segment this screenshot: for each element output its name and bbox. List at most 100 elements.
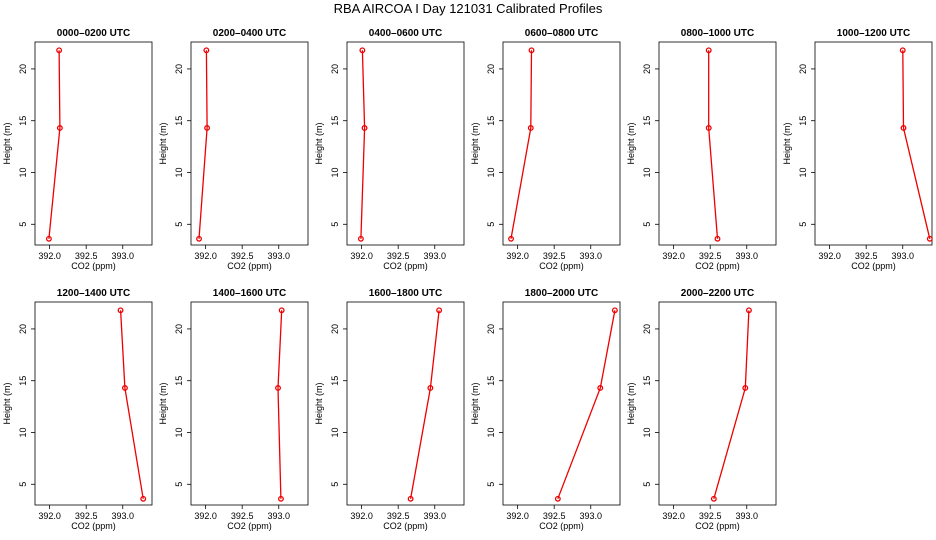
y-tick-label: 15 (798, 116, 808, 126)
chart-title: 1000–1200 UTC (837, 28, 910, 39)
chart-panel: 0600–0800 UTC 392.0 392.5 393.0 5 10 15 20 CO2 (… (470, 28, 621, 271)
y-tick-label: 20 (798, 64, 808, 74)
plot-frame (190, 301, 309, 506)
data-point (204, 125, 211, 131)
x-tick-label: 392.0 (350, 511, 373, 521)
y-tick-label: 10 (330, 167, 340, 177)
data-point (528, 47, 535, 54)
data-point (745, 307, 752, 314)
x-tick-label: 392.5 (75, 511, 98, 521)
data-point (926, 235, 933, 242)
data-point (121, 385, 128, 391)
x-tick-label: 392.5 (699, 511, 722, 521)
series-line (708, 50, 719, 239)
y-tick-label: 5 (486, 482, 496, 487)
x-axis-label: CO2 (ppm) (695, 521, 740, 531)
x-tick-label: 392.0 (350, 251, 373, 261)
chart-panel: 1400–1600 UTC 392.0 392.5 393.0 5 10 15 20 CO2 (… (158, 288, 309, 531)
y-tick-label: 10 (18, 167, 28, 177)
chart-title: 0400–0600 UTC (369, 28, 442, 39)
chart-panel: 0200–0400 UTC 392.0 392.5 393.0 5 10 15 20 CO2 (… (158, 28, 309, 271)
chart-title: 1600–1800 UTC (369, 288, 442, 299)
chart-title: 0000–0200 UTC (57, 28, 130, 39)
data-point (359, 47, 366, 54)
data-point (527, 125, 534, 131)
y-axis-label: Height (m) (314, 122, 324, 164)
y-tick-label: 10 (486, 427, 496, 437)
y-tick-label: 5 (174, 482, 184, 487)
chart-panel: 1200–1400 UTC 392.0 392.5 393.0 5 10 15 20 CO2 (… (2, 288, 153, 531)
data-point (117, 307, 124, 314)
x-axis-label: CO2 (ppm) (539, 521, 584, 531)
data-point (900, 125, 907, 131)
y-tick-label: 10 (642, 167, 652, 177)
x-tick-label: 392.5 (387, 511, 410, 521)
chart-title: 1800–2000 UTC (525, 288, 598, 299)
y-tick-label: 5 (330, 482, 340, 487)
plot-frame (346, 41, 465, 246)
y-tick-label: 10 (18, 427, 28, 437)
x-axis-label: CO2 (ppm) (227, 521, 272, 531)
data-point (357, 235, 364, 242)
chart-panel: 1600–1800 UTC 392.0 392.5 393.0 5 10 15 20 CO2 (… (314, 288, 465, 531)
data-point (196, 235, 202, 242)
chart-title: 0600–0800 UTC (525, 28, 598, 39)
plot-frame (34, 301, 153, 506)
y-tick-label: 20 (18, 324, 28, 334)
page-title: RBA AIRCOA I Day 121031 Calibrated Profi… (333, 1, 603, 16)
x-axis-label: CO2 (ppm) (851, 261, 896, 271)
y-axis-label: Height (m) (626, 122, 636, 164)
chart-title: 1400–1600 UTC (213, 288, 286, 299)
data-point (714, 235, 721, 242)
y-tick-label: 20 (486, 64, 496, 74)
x-tick-label: 393.0 (579, 251, 602, 261)
x-axis-label: CO2 (ppm) (227, 261, 272, 271)
y-tick-label: 5 (174, 222, 184, 227)
x-tick-label: 393.0 (423, 511, 446, 521)
x-tick-label: 392.5 (231, 251, 254, 261)
series-line (713, 310, 750, 499)
x-tick-label: 393.0 (735, 511, 758, 521)
plot-frame (502, 301, 621, 506)
x-tick-label: 393.0 (267, 511, 290, 521)
series-line (557, 310, 616, 500)
y-axis-label: Height (m) (782, 122, 792, 164)
x-tick-label: 393.0 (423, 251, 446, 261)
y-axis-label: Height (m) (470, 382, 480, 424)
x-axis-label: CO2 (ppm) (383, 521, 428, 531)
y-axis-label: Height (m) (626, 382, 636, 424)
y-tick-label: 15 (642, 116, 652, 126)
y-tick-label: 15 (174, 116, 184, 126)
y-tick-label: 5 (798, 222, 808, 227)
plot-frame (814, 41, 933, 246)
x-tick-label: 392.0 (662, 251, 685, 261)
y-tick-label: 15 (642, 376, 652, 386)
series-line (409, 310, 440, 499)
plot-frame (34, 41, 153, 246)
data-point (278, 307, 285, 314)
data-point (705, 125, 712, 131)
chart-title: 0200–0400 UTC (213, 28, 286, 39)
x-tick-label: 392.5 (543, 251, 566, 261)
data-point (361, 125, 368, 131)
y-axis-label: Height (m) (2, 382, 12, 424)
y-tick-label: 20 (174, 64, 184, 74)
y-tick-label: 20 (174, 324, 184, 334)
y-tick-label: 10 (486, 167, 496, 177)
series-line (48, 50, 61, 239)
data-point (899, 47, 906, 54)
series-line (510, 50, 533, 239)
y-tick-label: 20 (18, 64, 28, 74)
plot-frame (658, 41, 777, 246)
y-tick-label: 5 (642, 222, 652, 227)
y-axis-label: Height (m) (470, 122, 480, 164)
data-point (611, 307, 618, 314)
data-point (705, 47, 712, 54)
data-point (407, 495, 414, 502)
x-tick-label: 392.5 (855, 251, 878, 261)
plot-frame (658, 301, 777, 506)
data-point (597, 385, 604, 391)
y-tick-label: 15 (486, 116, 496, 126)
plot-frame (190, 41, 309, 246)
